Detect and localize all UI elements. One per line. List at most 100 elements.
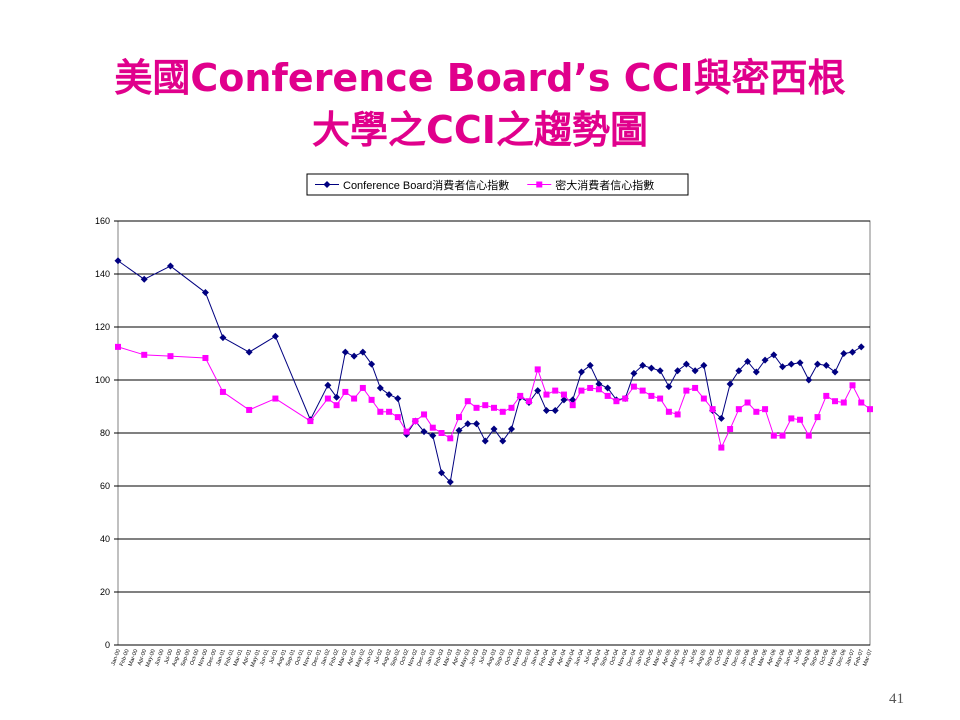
x-tick-label: Dec-06 [836,649,848,668]
line-segment [703,365,714,411]
line-segment [449,430,460,483]
legend-label: Conference Board消費者信心指數 [343,178,509,192]
x-tick-label: Dec-04 [626,649,638,668]
marker [350,352,358,360]
marker [115,343,121,350]
x-tick-label: Nov-03 [512,649,524,668]
marker [560,396,568,404]
marker [814,414,821,421]
line-segment [449,416,460,439]
marker [333,393,341,401]
x-tick-label: Jul-03 [478,649,489,665]
marker [202,355,209,362]
marker [141,351,148,358]
marker [534,366,541,373]
line-segment [248,398,276,411]
marker [359,348,367,356]
x-tick-label: Nov-05 [722,649,734,668]
x-tick-label: Dec-03 [521,649,533,668]
x-tick-label: Nov-00 [198,649,210,668]
line-segment [117,260,145,280]
marker [377,408,384,415]
marker [508,404,515,411]
marker [744,357,752,365]
y-tick-label: 0 [105,640,110,650]
marker [351,395,358,402]
x-tick-label: Apr-05 [661,649,672,667]
marker [787,360,795,368]
legend-label: 密大消費者信心指數 [555,178,654,192]
marker [542,406,550,414]
line-segment [624,373,635,399]
y-tick-label: 60 [100,481,110,491]
line-segment [336,352,346,398]
x-tick-label: Aug-01 [276,649,288,668]
marker [551,406,559,414]
marker [691,367,699,375]
marker [219,334,227,342]
line-segment [511,397,521,430]
x-tick-label: Apr-00 [137,649,148,667]
x-tick-label: Oct-06 [819,649,830,667]
marker [446,478,454,486]
x-tick-label: May-06 [775,649,787,668]
marker [727,426,734,433]
x-tick-label: Nov-06 [827,649,839,668]
line-segment [309,385,329,420]
marker [569,402,576,409]
line-segment [170,355,206,359]
x-tick-label: Jul-04 [583,649,594,665]
marker [473,404,480,411]
marker [342,388,349,395]
marker [552,387,559,394]
line-segment [170,265,206,293]
line-segment [204,292,224,338]
marker [683,387,690,394]
marker [674,367,682,375]
marker [665,408,672,415]
marker [665,383,673,391]
x-tick-label: Sep-03 [495,649,507,668]
line-segment [808,363,818,381]
x-tick-label: Feb-07 [854,649,866,667]
line-segment [204,357,224,393]
marker [403,428,410,435]
line-segment [764,408,775,436]
x-tick-label: Dec-05 [731,649,743,668]
marker [438,469,446,477]
marker [779,363,787,371]
line-segment [729,408,740,430]
marker [752,368,760,376]
line-segment [729,370,740,385]
marker [114,257,122,265]
x-tick-label: Oct-01 [294,649,305,667]
marker [560,391,567,398]
x-tick-label: Feb-05 [644,649,656,667]
marker [753,408,760,415]
x-tick-label: Sep-01 [285,649,297,668]
x-tick-label: Jul-02 [373,649,384,665]
x-tick-label: Jan-06 [740,649,751,667]
x-tick-label: Mar-05 [652,649,664,667]
marker [700,361,708,369]
x-tick-label: Mar-04 [547,649,559,667]
line-segment [817,395,827,418]
marker [534,387,542,395]
marker [587,384,594,391]
x-tick-label: Sep-05 [705,649,717,668]
line-segment [274,336,311,420]
x-tick-label: Jan-03 [425,649,436,667]
x-tick-label: Feb-06 [749,649,761,667]
line-segment [834,353,845,373]
legend-box [306,173,689,196]
marker [271,332,279,340]
line-segment [808,416,818,436]
marker [578,387,585,394]
line-segment [589,365,600,385]
marker [647,364,655,372]
x-tick-label: Feb-04 [539,649,551,667]
x-tick-label: Jul-00 [164,649,175,665]
marker [525,398,532,405]
marker [324,381,332,389]
x-tick-label: Sep-06 [810,649,822,668]
